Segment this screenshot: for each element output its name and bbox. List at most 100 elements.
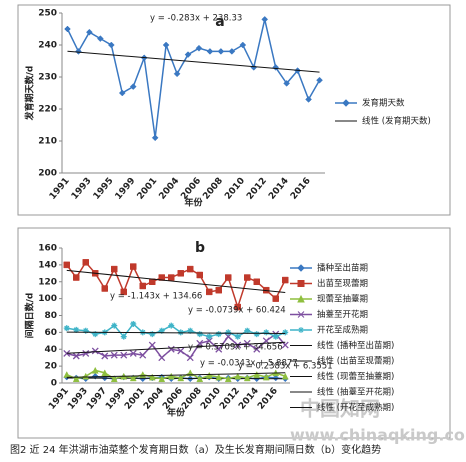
trend-line <box>66 269 286 294</box>
data-point <box>177 347 185 355</box>
data-point <box>272 333 279 340</box>
data-point <box>177 374 185 382</box>
data-point <box>130 263 137 270</box>
legend-marker <box>297 294 305 303</box>
data-point <box>129 350 137 357</box>
data-point <box>225 274 232 281</box>
trend-equation: y = -0.283x + 238.33 <box>150 14 242 24</box>
data-point <box>234 303 241 311</box>
data-point <box>244 274 251 281</box>
data-point <box>158 327 165 334</box>
y-tick-label: 230 <box>38 73 57 83</box>
data-point <box>234 372 242 380</box>
data-point <box>120 288 127 296</box>
legend-label: 线性 (出苗至现蕾期) <box>317 356 394 367</box>
data-point <box>148 373 156 381</box>
data-point <box>217 48 225 55</box>
data-point <box>82 372 90 380</box>
legend-label: 线性 (抽薹至开花期) <box>317 387 394 398</box>
x-axis-label: 年份 <box>167 407 186 419</box>
data-point <box>97 35 104 42</box>
watermark-url: www.chinaqking.com <box>290 426 466 445</box>
y-tick-label: 60 <box>44 328 57 338</box>
trend-line <box>66 372 286 378</box>
data-point <box>111 322 118 329</box>
data-point <box>120 333 127 340</box>
data-point <box>215 373 223 381</box>
data-point <box>261 16 269 23</box>
legend-marker <box>297 280 305 287</box>
data-point <box>82 327 89 334</box>
data-point <box>196 339 204 347</box>
data-point <box>151 134 159 142</box>
data-point <box>158 375 166 383</box>
legend-marker <box>297 264 305 272</box>
data-point <box>206 288 213 296</box>
legend-label: 线性 (现蕾至抽薹期) <box>317 371 394 382</box>
data-point <box>205 371 213 379</box>
data-point <box>215 345 223 353</box>
data-point <box>129 374 137 382</box>
data-point <box>101 352 109 360</box>
data-point <box>272 374 280 382</box>
annotation: b <box>195 240 205 256</box>
chart-a-frame <box>17 4 451 216</box>
y-tick-label: 240 <box>38 41 57 51</box>
y-tick-label: 200 <box>38 169 57 179</box>
legend-marker <box>298 327 304 333</box>
data-point <box>196 271 203 279</box>
y-tick-label: 20 <box>44 362 57 372</box>
data-point <box>206 48 214 55</box>
trend-equation: y = 0.5709x + 34.656 <box>188 343 283 353</box>
data-point <box>101 285 108 292</box>
data-point <box>186 354 194 362</box>
data-point <box>111 265 118 273</box>
data-point <box>215 331 222 338</box>
legend-label: 开花至成熟期 <box>317 325 368 336</box>
data-point <box>139 282 146 290</box>
x-axis-label: 年份 <box>184 197 203 209</box>
caption: 图2 近 24 年洪湖市油菜整个发育期日数（a）及生长发育期间隔日数（b）变化趋… <box>10 443 381 456</box>
data-point <box>184 51 192 58</box>
data-point <box>215 286 222 294</box>
data-point <box>281 372 289 380</box>
trend-equation: y = -0.0343x + 5.8877 <box>200 359 298 369</box>
legend-label: 线性 (播种至出苗期) <box>317 340 394 351</box>
data-point <box>224 375 232 383</box>
data-point <box>225 329 232 336</box>
annotation: a <box>215 14 224 30</box>
legend-label: 现蕾至抽薹期 <box>317 294 368 305</box>
data-point <box>63 261 70 269</box>
data-point <box>253 345 261 353</box>
data-point <box>63 350 71 357</box>
legend-marker <box>297 311 305 318</box>
data-point <box>205 337 213 345</box>
data-point <box>129 83 137 90</box>
data-point <box>187 327 194 334</box>
trend-line <box>67 50 320 73</box>
data-point <box>196 331 203 338</box>
data-point <box>262 373 270 381</box>
data-point <box>73 326 80 333</box>
data-point <box>110 351 118 359</box>
data-point <box>139 351 147 359</box>
data-point <box>253 331 260 338</box>
data-point <box>206 333 213 340</box>
data-point <box>63 325 70 332</box>
data-point <box>167 345 175 353</box>
data-point <box>162 41 170 49</box>
series-line <box>66 369 286 380</box>
data-point <box>281 341 289 349</box>
legend-label: 播种至出苗期 <box>317 263 368 274</box>
data-point <box>91 347 99 355</box>
data-point <box>72 352 80 360</box>
y-tick-label: 100 <box>38 294 57 304</box>
watermark: 中国知网 <box>300 397 380 421</box>
y-tick-label: 140 <box>38 260 57 270</box>
data-point <box>244 327 251 334</box>
trend-line <box>66 377 286 380</box>
data-point <box>91 366 99 374</box>
data-point <box>158 354 166 362</box>
trend-line <box>66 341 286 354</box>
